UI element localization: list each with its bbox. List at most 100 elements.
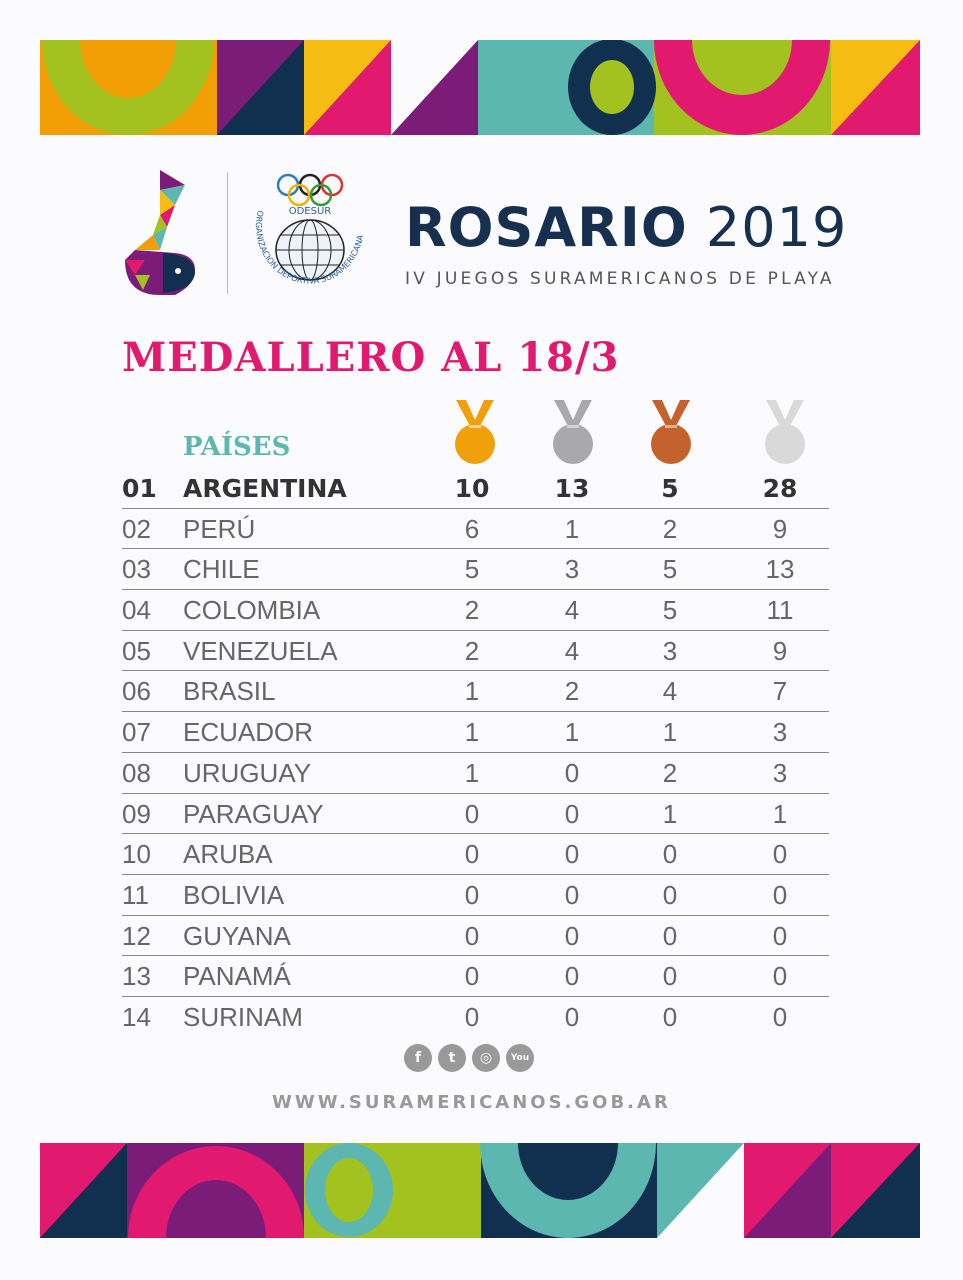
table-row: 04 COLOMBIA 2 4 5 11 <box>122 590 829 631</box>
bronze-count: 4 <box>662 676 678 707</box>
total-count: 13 <box>765 554 795 585</box>
country-name: PARAGUAY <box>183 798 324 829</box>
rank: 01 <box>122 474 157 503</box>
website-link[interactable]: WWW.SURAMERICANOS.GOB.AR <box>272 1092 671 1113</box>
table-row: 11 BOLIVIA 0 0 0 0 <box>122 875 829 916</box>
country-name: BOLIVIA <box>183 879 285 910</box>
total-count: 0 <box>772 879 788 910</box>
countries-column-header: PAÍSES <box>183 432 291 462</box>
total-count: 0 <box>772 920 788 951</box>
gold-count: 0 <box>464 839 480 870</box>
rank: 11 <box>122 879 149 910</box>
country-name: COLOMBIA <box>183 595 321 626</box>
gold-count: 1 <box>464 676 480 707</box>
total-count: 7 <box>772 676 788 707</box>
silver-count: 0 <box>564 839 580 870</box>
bottom-decorative-banner <box>40 1143 920 1238</box>
bronze-count: 0 <box>662 1001 678 1032</box>
total-count: 9 <box>772 635 788 666</box>
gold-count: 2 <box>464 595 480 626</box>
table-row: 13 PANAMÁ 0 0 0 0 <box>122 956 829 997</box>
rank: 10 <box>122 839 151 870</box>
gold-count: 6 <box>464 513 480 544</box>
gold-medal-icon <box>455 400 495 464</box>
total-medal-icon <box>765 400 805 464</box>
table-row: 09 PARAGUAY 0 0 1 1 <box>122 794 829 835</box>
table-row: 03 CHILE 5 3 5 13 <box>122 549 829 591</box>
silver-count: 0 <box>564 920 580 951</box>
gold-count: 5 <box>464 554 480 585</box>
total-count: 3 <box>772 757 788 788</box>
silver-count: 3 <box>564 554 580 585</box>
medal-table: 01 ARGENTINA 10 13 5 28 02 PERÚ 6 1 2 9 03 CHILE 5 3 5 13… <box>122 468 829 1037</box>
top-decorative-banner <box>40 40 920 135</box>
country-name: CHILE <box>183 554 260 585</box>
total-count: 9 <box>772 513 788 544</box>
bronze-count: 3 <box>662 635 678 666</box>
silver-count: 4 <box>564 635 580 666</box>
instagram-icon[interactable]: ◎ <box>472 1044 500 1072</box>
silver-count: 2 <box>564 676 580 707</box>
bronze-count: 2 <box>662 757 678 788</box>
silver-medal-icon <box>553 400 593 464</box>
rank: 02 <box>122 513 151 544</box>
rank: 06 <box>122 676 151 707</box>
bronze-medal-icon <box>651 400 691 464</box>
table-row: 07 ECUADOR 1 1 1 3 <box>122 712 829 753</box>
silver-count: 0 <box>564 961 580 992</box>
total-count: 1 <box>772 798 788 829</box>
bronze-count: 0 <box>662 961 678 992</box>
gold-count: 0 <box>464 879 480 910</box>
table-row: 14 SURINAM 0 0 0 0 <box>122 997 829 1037</box>
event-title: ROSARIO 2019 <box>405 196 848 259</box>
bronze-count: 5 <box>662 595 678 626</box>
silver-count: 1 <box>564 717 580 748</box>
youtube-icon[interactable]: You <box>506 1044 534 1072</box>
country-name: PERÚ <box>183 513 256 544</box>
table-row: 02 PERÚ 6 1 2 9 <box>122 509 829 550</box>
rank: 12 <box>122 920 151 951</box>
bronze-count: 0 <box>662 920 678 951</box>
country-name: URUGUAY <box>183 757 312 788</box>
rank: 13 <box>122 961 151 992</box>
gold-count: 0 <box>464 1001 480 1032</box>
silver-count: 4 <box>564 595 580 626</box>
bronze-count: 1 <box>662 798 678 829</box>
rank: 08 <box>122 757 151 788</box>
rank: 05 <box>122 635 151 666</box>
bronze-count: 5 <box>661 474 679 503</box>
bronze-count: 1 <box>662 717 678 748</box>
gold-count: 0 <box>464 961 480 992</box>
total-count: 0 <box>772 839 788 870</box>
twitter-icon[interactable]: t <box>438 1044 466 1072</box>
gold-count: 10 <box>454 474 490 503</box>
bronze-count: 0 <box>662 839 678 870</box>
silver-count: 0 <box>564 1001 580 1032</box>
page-heading: MEDALLERO AL 18/3 <box>122 334 620 381</box>
total-count: 0 <box>772 961 788 992</box>
bronze-count: 5 <box>662 554 678 585</box>
gold-count: 0 <box>464 920 480 951</box>
rank: 14 <box>122 1001 151 1032</box>
gold-count: 2 <box>464 635 480 666</box>
total-count: 3 <box>772 717 788 748</box>
odesur-logo-text: ODESUR <box>289 206 332 217</box>
total-count: 28 <box>762 474 798 503</box>
odesur-logo: ODESUR ORGANIZACION DEPORTIVA SURAMERICA… <box>250 168 370 302</box>
table-row: 10 ARUBA 0 0 0 0 <box>122 834 829 875</box>
silver-count: 0 <box>564 879 580 910</box>
event-subtitle: IV JUEGOS SURAMERICANOS DE PLAYA <box>405 269 835 289</box>
silver-count: 13 <box>554 474 590 503</box>
country-name: ECUADOR <box>183 717 314 748</box>
table-row: 06 BRASIL 1 2 4 7 <box>122 671 829 713</box>
total-count: 0 <box>772 1001 788 1032</box>
country-name: ARUBA <box>183 839 273 870</box>
rank: 04 <box>122 595 151 626</box>
rosario-2019-logo <box>115 165 205 304</box>
facebook-icon[interactable]: f <box>404 1044 432 1072</box>
silver-count: 1 <box>564 513 580 544</box>
country-name: GUYANA <box>183 920 291 951</box>
rank: 09 <box>122 798 151 829</box>
bronze-count: 2 <box>662 513 678 544</box>
country-name: PANAMÁ <box>183 961 291 992</box>
